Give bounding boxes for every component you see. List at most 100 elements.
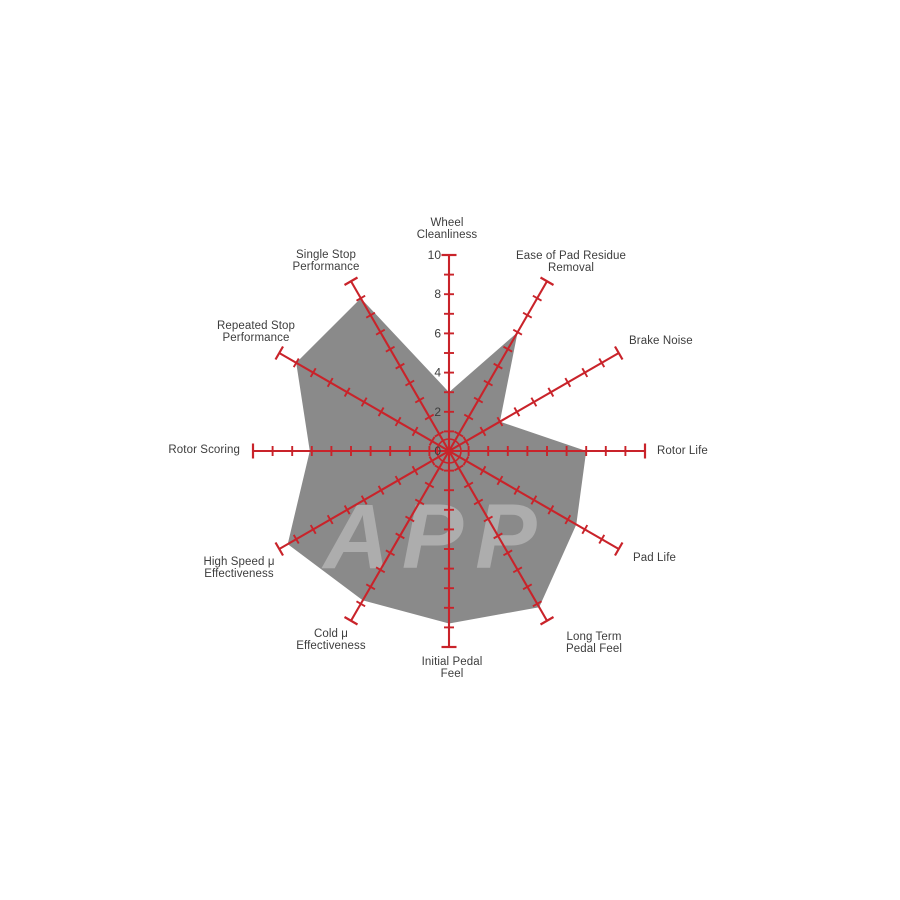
radar-axis-tick	[414, 498, 425, 506]
radar-axis-tick	[385, 549, 396, 557]
radar-axis-tick	[411, 426, 419, 437]
radar-axis-tick	[395, 362, 405, 370]
axis-label-brake-noise: Brake Noise	[629, 335, 693, 347]
radar-axis-tick	[343, 504, 351, 515]
radar-axis-end-tick	[343, 616, 359, 626]
radar-axis-tick	[530, 495, 538, 505]
radar-axis-tick	[326, 377, 334, 388]
radar-scale-label: 0	[434, 444, 441, 458]
radar-axis-tick	[377, 406, 385, 417]
radar-axis-tick	[483, 379, 494, 387]
radar-axis-tick	[462, 436, 470, 447]
axis-label-single-stop-performance: Single Stop Performance	[292, 249, 360, 273]
radar-axis-tick	[479, 465, 487, 476]
radar-axis-tick	[343, 387, 351, 398]
radar-axis-tick	[360, 495, 368, 505]
radar-scale-label: 6	[434, 326, 441, 340]
axis-label-pad-life: Pad Life	[633, 552, 676, 564]
axis-label-repeated-stop-performance: Repeated Stop Performance	[216, 320, 296, 344]
radar-axis-tick	[424, 481, 435, 489]
radar-axis-tick	[502, 345, 513, 353]
radar-axis-tick	[547, 504, 555, 515]
radar-scale-label: 10	[428, 248, 442, 262]
radar-axis-tick	[434, 464, 445, 472]
radar-axis-tick	[564, 514, 572, 525]
radar-center-ring	[436, 438, 462, 464]
radar-axis-tick	[493, 532, 503, 540]
radar-axis-tick	[496, 475, 504, 486]
radar-axis-tick	[292, 357, 300, 368]
radar-axis-tick	[512, 328, 523, 336]
radar-scale-label: 2	[434, 405, 441, 419]
radar-axis-tick	[404, 515, 415, 523]
radar-axis-tick	[309, 524, 317, 535]
radar-axis-tick	[395, 532, 405, 540]
radar-axis-tick	[512, 566, 523, 574]
radar-axis-tick	[394, 475, 402, 486]
radar-axis-tick	[414, 396, 425, 404]
radar-axis-tick	[394, 416, 402, 427]
radar-axis-end-tick	[539, 616, 555, 626]
radar-axis-tick	[598, 534, 606, 545]
radar-axis-tick	[434, 430, 445, 438]
radar-axis-end-tick	[614, 541, 624, 557]
radar-axis-tick	[453, 430, 464, 438]
radar-axis-end-tick	[539, 276, 555, 286]
radar-axis-tick	[463, 413, 474, 421]
radar-axis-tick	[513, 485, 521, 496]
axis-label-ease-of-pad-residue-removal: Ease of Pad Residue Removal	[516, 250, 626, 274]
radar-axis-tick	[522, 583, 533, 591]
app-watermark: APP	[321, 486, 548, 588]
radar-axis-tick	[532, 294, 543, 302]
axis-label-rotor-life: Rotor Life	[657, 445, 708, 457]
radar-scale-label: 8	[434, 287, 441, 301]
radar-axis-end-tick	[614, 345, 624, 361]
radar-axis-tick	[375, 566, 386, 574]
radar-axis-tick	[365, 583, 376, 591]
axis-label-cold-mu-effectiveness: Cold μ Effectiveness	[296, 628, 366, 652]
radar-axis-tick	[360, 397, 368, 407]
radar-axis-tick	[365, 311, 376, 319]
radar-axis-tick	[547, 387, 555, 398]
radar-axis-tick	[581, 524, 589, 535]
radar-axis-tick	[309, 367, 317, 378]
axis-label-rotor-scoring: Rotor Scoring	[168, 444, 240, 456]
radar-axis-tick	[355, 294, 366, 302]
radar-axis-tick	[473, 396, 484, 404]
axis-label-high-speed-mu-effectiveness: High Speed μ Effectiveness	[203, 556, 275, 580]
radar-axis-tick	[463, 481, 474, 489]
radar-axis-end-tick	[274, 345, 284, 361]
axis-label-wheel-cleanliness: Wheel Cleanliness	[416, 217, 478, 241]
radar-axis-tick	[483, 515, 494, 523]
radar-axis-tick	[411, 465, 419, 476]
radar-axis-tick	[522, 311, 533, 319]
radar-scale-label: 4	[434, 366, 441, 380]
axis-label-long-term-pedal-feel: Long Term Pedal Feel	[566, 631, 622, 655]
radar-axis-tick	[479, 426, 487, 437]
radar-axis-tick	[453, 464, 464, 472]
radar-axis-end-tick	[274, 541, 284, 557]
radar-axis-tick	[473, 498, 484, 506]
radar-axis-tick	[326, 514, 334, 525]
radar-axis-tick	[375, 328, 386, 336]
radar-axis-tick	[385, 345, 396, 353]
radar-axis-tick	[355, 600, 366, 608]
radar-axis-tick	[404, 379, 415, 387]
radar-axis-tick	[496, 416, 504, 427]
axis-label-initial-pedal-feel: Initial Pedal Feel	[421, 656, 483, 680]
radar-axis-tick	[598, 357, 606, 368]
radar-axis-tick	[424, 413, 435, 421]
radar-data-polygon	[287, 298, 587, 624]
radar-axis-tick	[377, 485, 385, 496]
radar-axis-end-tick	[343, 276, 359, 286]
radar-axis-tick	[530, 397, 538, 407]
radar-axis-tick	[428, 455, 436, 466]
radar-axis-tick	[532, 600, 543, 608]
radar-axis-tick	[493, 362, 503, 370]
radar-axis-tick	[462, 455, 470, 466]
radar-axis-tick	[428, 436, 436, 447]
radar-axis-tick	[292, 534, 300, 545]
radar-axis-tick	[581, 367, 589, 378]
